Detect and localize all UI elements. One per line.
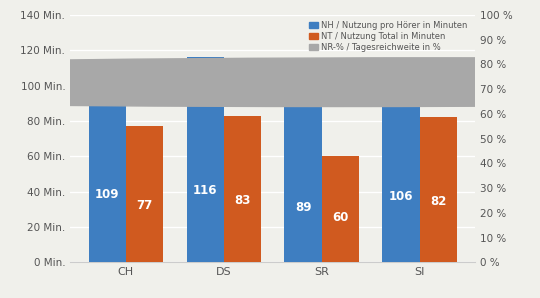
Text: 60: 60	[332, 211, 348, 224]
Circle shape	[0, 58, 540, 81]
Legend: NH / Nutzung pro Hörer in Minuten, NT / Nutzung Total in Minuten, NR-% / Tagesre: NH / Nutzung pro Hörer in Minuten, NT / …	[308, 19, 469, 54]
Bar	[89, 70, 126, 262]
Circle shape	[0, 73, 540, 96]
Circle shape	[0, 75, 540, 98]
Text: 106: 106	[389, 190, 413, 203]
Bar	[420, 117, 457, 262]
Bar	[186, 57, 224, 262]
Text: 82: 82	[430, 195, 447, 208]
Bar	[224, 116, 261, 262]
Bar	[382, 75, 420, 262]
Bar	[322, 156, 359, 262]
Circle shape	[0, 83, 540, 106]
Text: 109: 109	[95, 188, 119, 201]
Bar	[285, 105, 322, 262]
Text: 116: 116	[193, 184, 218, 197]
Text: 83: 83	[234, 194, 251, 207]
Text: 77: 77	[136, 198, 152, 212]
Text: 89: 89	[295, 201, 311, 214]
Bar	[126, 126, 163, 262]
